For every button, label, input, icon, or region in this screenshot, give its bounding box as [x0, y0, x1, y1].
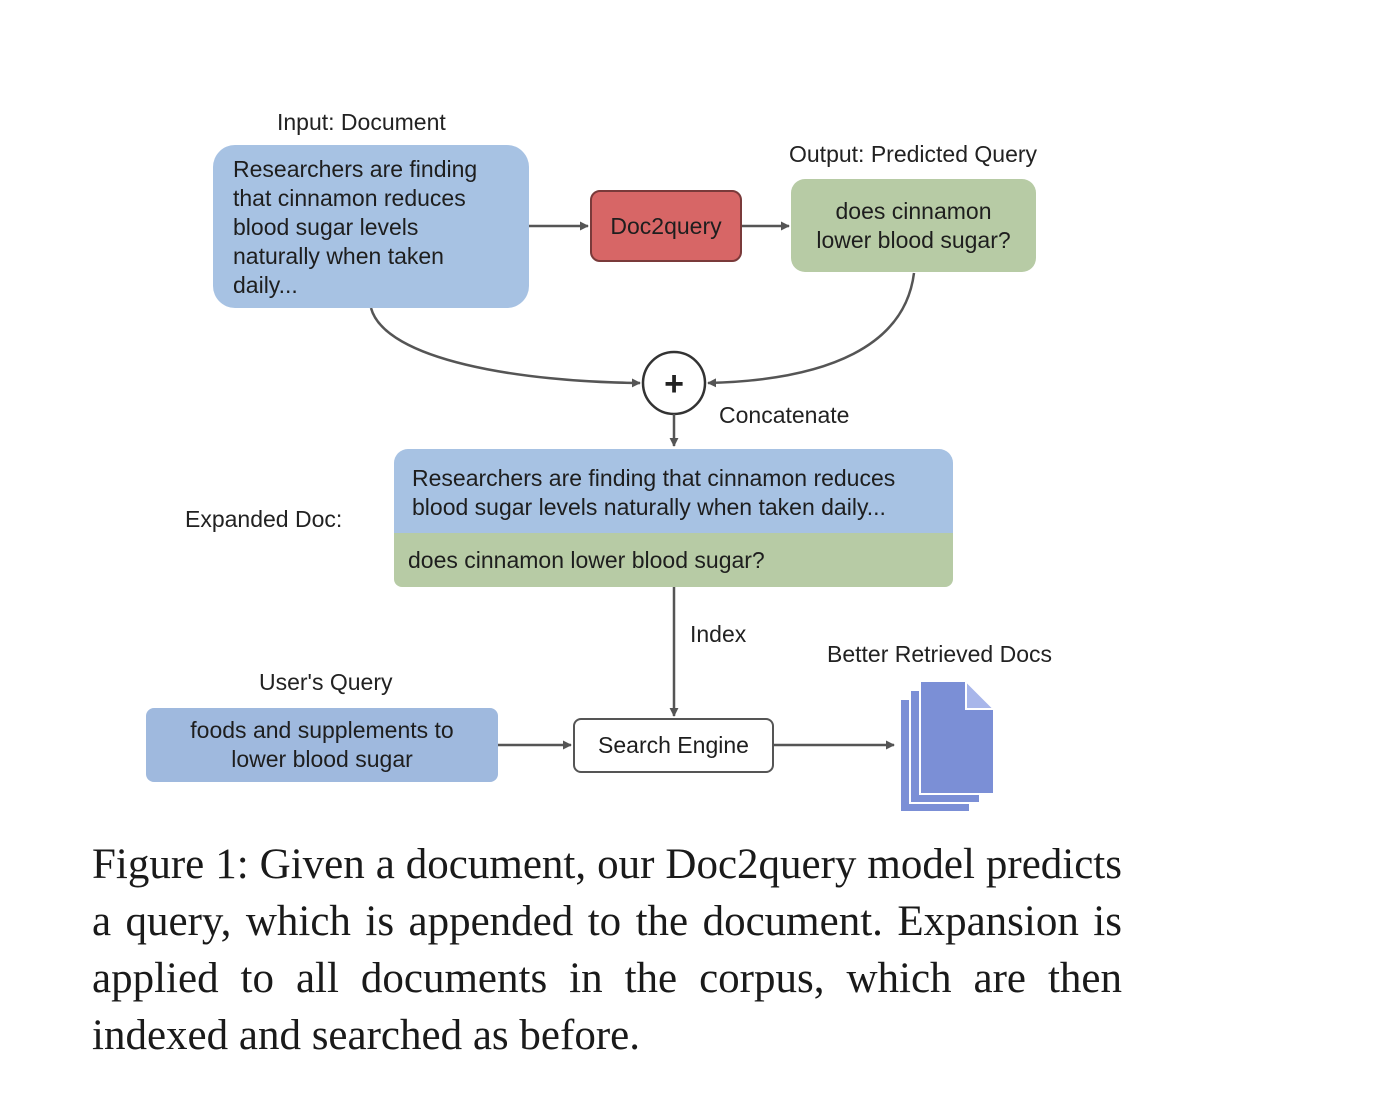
predicted-query-box: does cinnamon lower blood sugar? — [791, 179, 1036, 272]
expanded-doc-line: blood sugar levels naturally when taken … — [412, 494, 886, 520]
concat-plus-icon: + — [664, 365, 684, 403]
expanded-doc-query-text: does cinnamon lower blood sugar? — [408, 547, 765, 573]
connectors: + — [369, 221, 997, 813]
arrow-output-to-concat — [707, 272, 916, 388]
concatenate-label: Concatenate — [719, 402, 850, 428]
users-query-label: User's Query — [259, 669, 393, 695]
input-document-box: Researchers are finding that cinnamon re… — [213, 145, 529, 308]
input-document-line: that cinnamon reduces — [233, 185, 466, 211]
predicted-query-line: lower blood sugar? — [816, 226, 1011, 253]
expanded-doc-query-box: does cinnamon lower blood sugar? — [394, 533, 953, 587]
input-document-line: naturally when taken — [233, 243, 444, 269]
search-engine-box: Search Engine — [573, 718, 774, 773]
expanded-doc-line: Researchers are finding that cinnamon re… — [412, 465, 896, 491]
documents-stack-icon — [899, 678, 997, 813]
input-document-line: blood sugar levels — [233, 214, 419, 240]
figure-caption: Figure 1: Given a document, our Doc2quer… — [92, 841, 1122, 1059]
doc2query-model-label: Doc2query — [610, 212, 722, 239]
expanded-doc-text-box: Researchers are finding that cinnamon re… — [394, 449, 953, 535]
user-query-line: lower blood sugar — [231, 746, 413, 772]
doc2query-diagram: + Input: Document Output: Predicted Quer… — [146, 109, 1052, 813]
output-label: Output: Predicted Query — [789, 141, 1038, 167]
doc2query-model-box: Doc2query — [590, 190, 742, 262]
input-document-line: Researchers are finding — [233, 156, 478, 182]
arrow-input-to-concat — [369, 307, 641, 388]
search-engine-label: Search Engine — [598, 732, 749, 758]
better-docs-label: Better Retrieved Docs — [827, 641, 1052, 667]
predicted-query-line: does cinnamon — [835, 197, 992, 224]
expanded-doc-label: Expanded Doc: — [185, 506, 343, 532]
user-query-box: foods and supplements to lower blood sug… — [146, 708, 498, 782]
input-label: Input: Document — [277, 109, 446, 135]
index-label: Index — [690, 621, 747, 647]
input-document-line: daily... — [233, 272, 298, 298]
user-query-line: foods and supplements to — [190, 717, 454, 743]
